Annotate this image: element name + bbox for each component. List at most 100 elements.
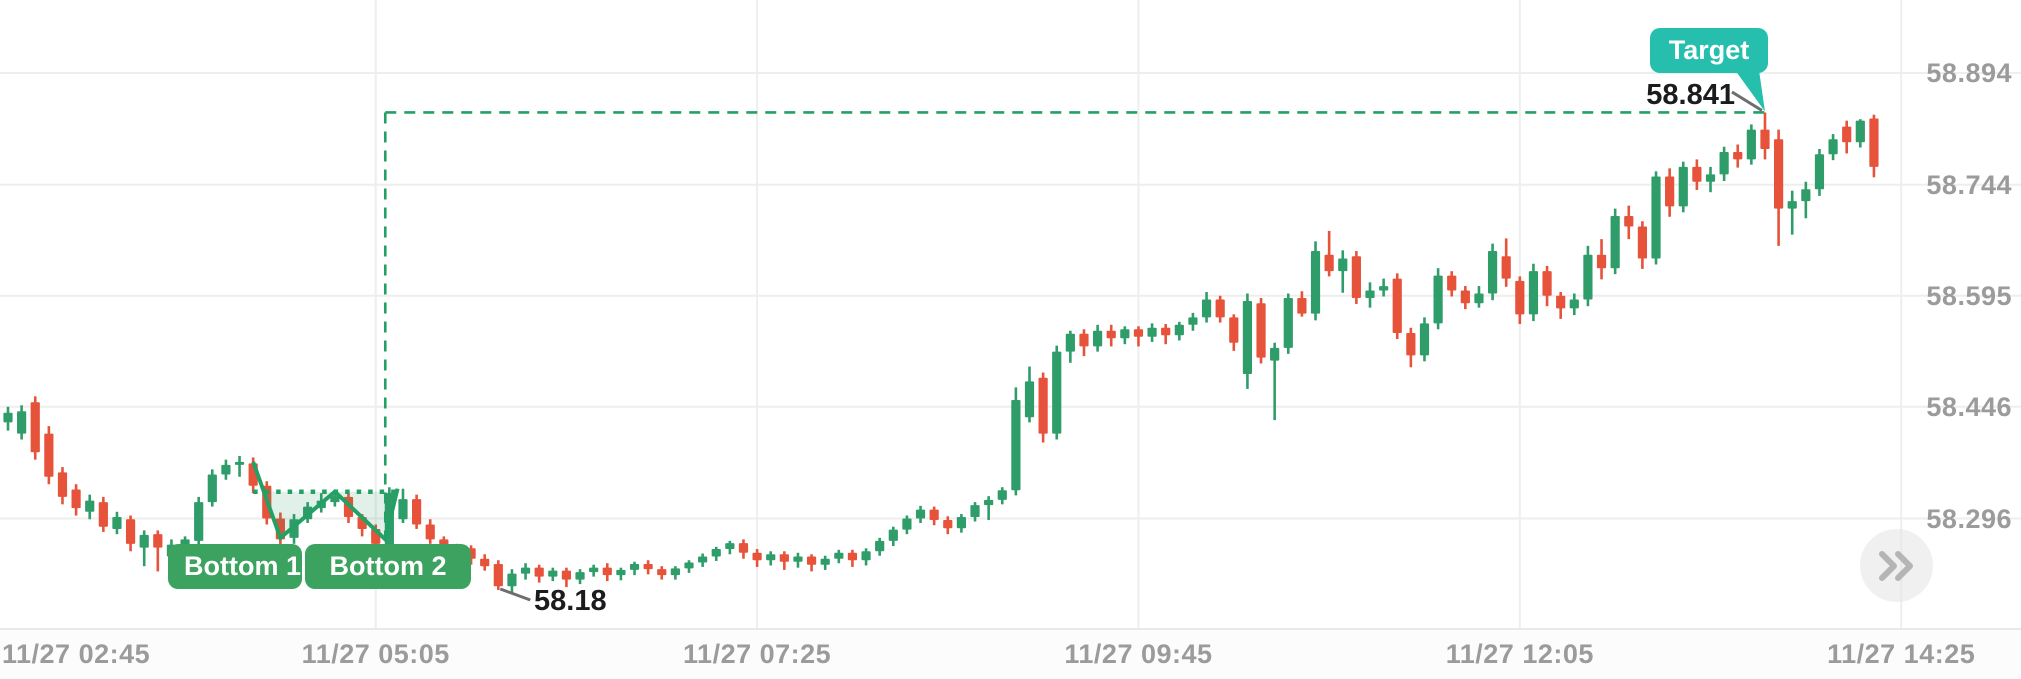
candle-up xyxy=(548,570,558,577)
candle-up xyxy=(221,464,231,475)
candle-up xyxy=(698,556,708,563)
candle-down xyxy=(1665,176,1675,207)
candle-down xyxy=(534,567,544,577)
time-axis-label: 11/27 09:45 xyxy=(1064,639,1213,669)
candle-up xyxy=(1487,251,1498,294)
candle-up xyxy=(1011,400,1021,491)
candle-up xyxy=(194,502,204,541)
candle-up xyxy=(112,517,122,529)
candle-up xyxy=(970,505,980,518)
candle-down xyxy=(1774,139,1784,209)
candle-up xyxy=(711,549,721,557)
candle-up xyxy=(1093,330,1103,347)
candle-down xyxy=(98,502,108,527)
expand-chart-button[interactable] xyxy=(1860,529,1933,602)
candle-down xyxy=(643,563,653,570)
candle-up xyxy=(520,567,531,574)
time-axis xyxy=(0,628,2021,679)
candle-down xyxy=(943,520,953,529)
candle-down xyxy=(1297,297,1307,314)
candle-down xyxy=(1256,303,1266,358)
candle-up xyxy=(575,572,585,580)
candle-down xyxy=(738,543,749,553)
candle-down xyxy=(1106,330,1116,339)
candle-down xyxy=(1351,256,1361,298)
candle-up xyxy=(1065,333,1075,352)
candle-down xyxy=(1406,333,1416,356)
candle-down xyxy=(561,570,572,580)
candle-up xyxy=(1474,293,1484,304)
candle-down xyxy=(153,534,163,548)
candle-down xyxy=(1515,280,1525,315)
pattern-zigzag-line xyxy=(251,461,400,544)
candle-up xyxy=(1610,216,1620,269)
time-axis-label: 11/27 02:45 xyxy=(2,639,151,669)
candle-up xyxy=(1147,327,1157,337)
candle-down xyxy=(929,509,939,520)
candle-down xyxy=(425,524,435,540)
candle-up xyxy=(915,509,926,519)
candle-up xyxy=(1052,351,1062,434)
candle-down xyxy=(412,499,422,525)
candle-down xyxy=(1501,256,1511,279)
price-axis-label: 58.446 xyxy=(1926,391,2012,422)
candle-up xyxy=(1433,275,1443,324)
candle-up xyxy=(1787,201,1797,209)
candle-down xyxy=(1842,126,1852,143)
candle-up xyxy=(766,554,776,561)
candle-up xyxy=(398,499,408,520)
candle-down xyxy=(480,558,490,567)
candle-up xyxy=(1024,381,1035,418)
candle-up xyxy=(1814,154,1825,190)
candle-up xyxy=(1678,166,1688,207)
candle-up xyxy=(1828,139,1838,155)
price-axis-label: 58.296 xyxy=(1926,503,2012,534)
candle-down xyxy=(752,552,762,561)
candle-up xyxy=(234,461,245,465)
pattern-badge-bottom-1[interactable]: Bottom 1 xyxy=(168,544,302,589)
candle-down xyxy=(1447,275,1457,291)
pattern-badge-bottom-2[interactable]: Bottom 2 xyxy=(305,544,471,589)
price-axis-label: 58.894 xyxy=(1926,58,2012,88)
candle-up xyxy=(1270,347,1280,361)
candle-up xyxy=(207,474,217,503)
candle-up xyxy=(861,551,871,561)
candle-down xyxy=(602,567,612,576)
candle-up xyxy=(616,569,626,576)
candle-up xyxy=(834,552,844,559)
target-badge[interactable]: Target xyxy=(1650,28,1768,73)
candle-down xyxy=(30,402,40,453)
candle-down xyxy=(657,569,667,576)
price-axis-label: 58.744 xyxy=(1926,169,2012,200)
candle-up xyxy=(1801,189,1811,202)
candle-up xyxy=(1705,174,1716,182)
candle-up xyxy=(629,563,640,570)
candle-up xyxy=(725,543,735,550)
candle-up xyxy=(1569,299,1579,309)
candle-down xyxy=(1869,118,1879,167)
target-badge-tail xyxy=(1734,70,1765,112)
candle-down xyxy=(847,552,858,561)
candle-up xyxy=(902,518,912,530)
target-price-label: 58.841 xyxy=(1646,79,1735,111)
candle-up xyxy=(875,540,885,552)
pattern-low-price-label: 58.18 xyxy=(534,585,607,617)
candle-up xyxy=(1855,120,1865,143)
candle-up xyxy=(1120,329,1130,339)
candle-down xyxy=(1161,327,1171,336)
candle-up xyxy=(670,568,680,576)
candle-down xyxy=(1760,129,1770,149)
candle-up xyxy=(589,567,599,573)
candle-down xyxy=(44,433,54,477)
time-axis-label: 11/27 12:05 xyxy=(1445,639,1594,669)
candle-up xyxy=(1746,129,1756,160)
candle-up xyxy=(1651,176,1661,259)
candle-up xyxy=(1528,271,1539,315)
pattern-shaded-area xyxy=(263,491,335,538)
candle-down xyxy=(1079,333,1089,347)
candle-down xyxy=(1215,299,1225,318)
candle-up xyxy=(85,500,95,512)
candle-up xyxy=(1310,251,1321,314)
